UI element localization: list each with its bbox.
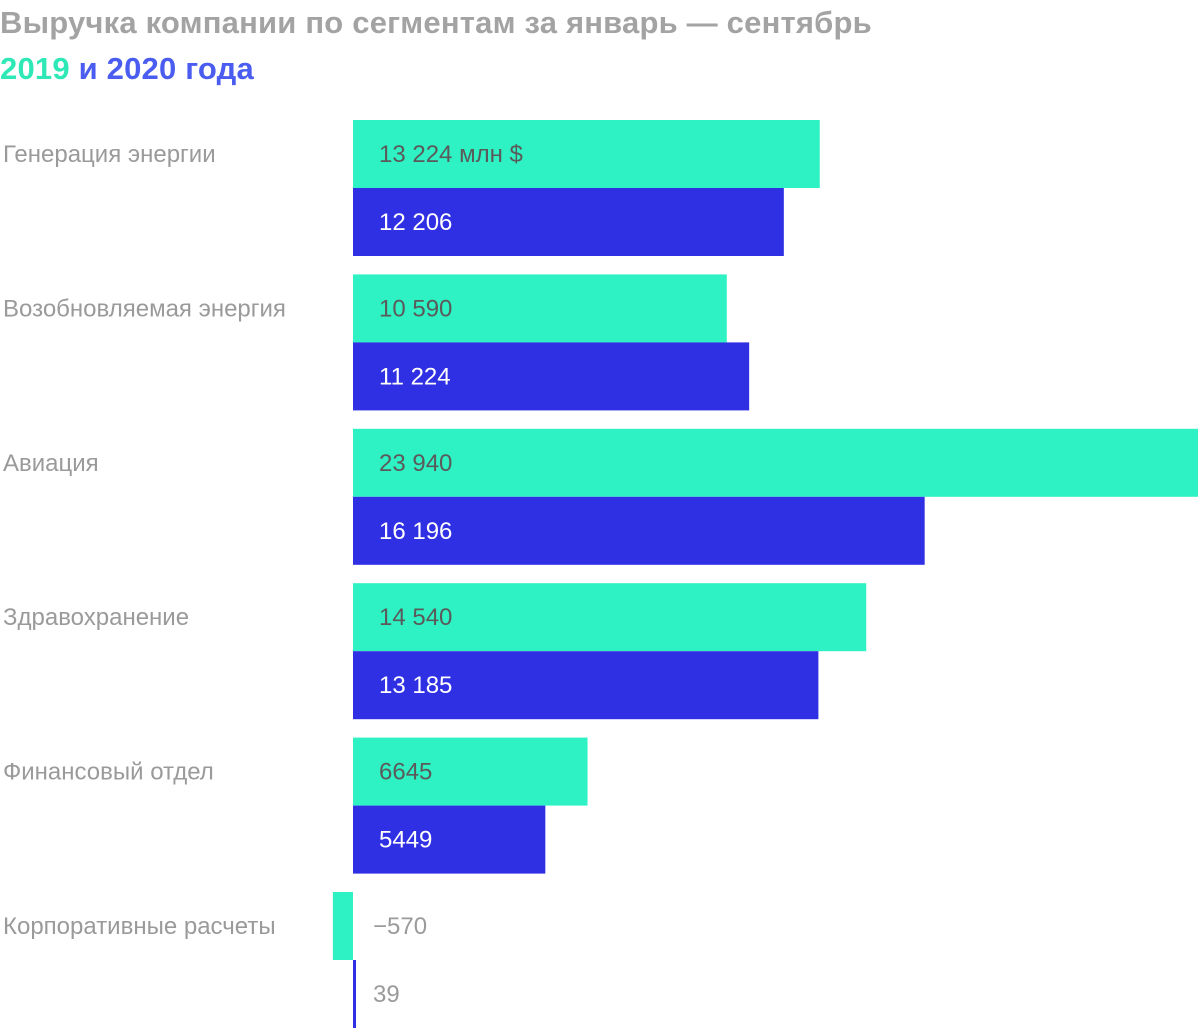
bar-2019 [353, 120, 820, 188]
category-label: Корпоративные расчеты [3, 913, 276, 940]
value-label-2020: 13 185 [379, 672, 452, 699]
title-year-2019: 2019 [0, 51, 70, 86]
value-label-2019: 10 590 [379, 295, 452, 322]
title-line2: 2019 и 2020 года [0, 46, 1200, 92]
bar-2019 [353, 428, 1198, 497]
value-label-2020: 39 [373, 981, 400, 1008]
category-label: Генерация энергии [3, 141, 216, 168]
value-label-2020: 12 206 [379, 209, 452, 236]
bar-2020 [353, 960, 356, 1028]
value-label-2019: 6645 [379, 759, 432, 786]
title-line1: Выручка компании по сегментам за январь … [0, 5, 872, 40]
bar-2020 [353, 805, 546, 874]
value-label-2020: 11 224 [379, 363, 451, 390]
category-label: Возобновляемая энергия [3, 295, 286, 322]
bar-2019 [353, 274, 727, 343]
value-label-2019: 13 224 млн $ [379, 141, 523, 168]
bar-2020 [353, 188, 784, 256]
title-connector: и [69, 51, 107, 86]
bar-2019 [353, 737, 588, 806]
category-label: Здравохранение [3, 604, 189, 631]
value-label-2020: 16 196 [379, 518, 452, 545]
title-year-2020: 2020 года [106, 51, 254, 86]
value-label-2019: 23 940 [379, 450, 452, 477]
bar-2019 [353, 583, 867, 652]
value-label-2020: 5449 [379, 827, 432, 854]
bar-2020 [353, 342, 750, 411]
chart-title: Выручка компании по сегментам за январь … [0, 0, 1200, 92]
category-label: Финансовый отдел [3, 759, 214, 786]
bar-2020 [353, 496, 925, 565]
bar-2020 [353, 651, 819, 720]
value-label-2019: −570 [373, 913, 427, 940]
value-label-2019: 14 540 [379, 604, 452, 631]
category-label: Авиация [3, 450, 99, 477]
bar-2019 [332, 892, 353, 960]
